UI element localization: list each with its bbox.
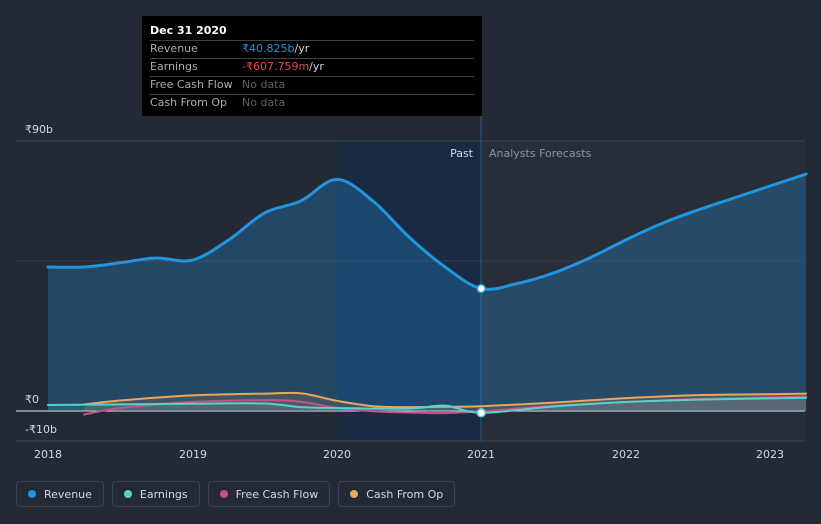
tooltip-unit: /yr xyxy=(309,60,324,73)
tooltip-value: No data xyxy=(242,96,286,109)
forecast-label: Analysts Forecasts xyxy=(489,147,592,160)
tooltip-label: Free Cash Flow xyxy=(150,78,233,91)
hover-tooltip: Dec 31 2020 Revenue ₹40.825b /yr Earning… xyxy=(142,16,482,116)
tooltip-row-earnings: Earnings -₹607.759m /yr xyxy=(150,58,474,76)
legend-label: Cash From Op xyxy=(366,487,444,501)
y-tick-label-top: ₹90b xyxy=(25,123,53,136)
earnings-line xyxy=(47,396,808,414)
tooltip-value: -₹607.759m xyxy=(242,60,310,73)
past-label: Past xyxy=(450,147,474,160)
x-tick-label-2023: 2023 xyxy=(756,448,784,461)
revenue-line xyxy=(46,172,808,291)
tooltip-label: Cash From Op xyxy=(150,96,228,109)
tooltip-value: ₹40.825b xyxy=(242,42,295,55)
legend-item-earnings[interactable]: Earnings xyxy=(111,481,200,507)
x-tick-label-2018: 2018 xyxy=(34,448,62,461)
hover-points xyxy=(476,283,486,418)
y-tick-label-bottom: -₹10b xyxy=(25,423,57,436)
x-tick-label-2021: 2021 xyxy=(467,448,495,461)
x-tick-label-2019: 2019 xyxy=(179,448,207,461)
tooltip-date: Dec 31 2020 xyxy=(150,24,227,37)
x-tick-label-2022: 2022 xyxy=(612,448,640,461)
earnings-dot-icon xyxy=(123,490,132,498)
tooltip-row-free-cash-flow: Free Cash Flow No data xyxy=(150,76,474,94)
revenue-dot-icon xyxy=(28,490,36,498)
legend-label: Earnings xyxy=(139,487,188,501)
tooltip-unit: /yr xyxy=(294,42,310,55)
tooltip-value: No data xyxy=(242,78,286,91)
legend-item-cash-from-op[interactable]: Cash From Op xyxy=(338,481,456,507)
legend-item-revenue[interactable]: Revenue xyxy=(16,481,104,507)
legend-label: Revenue xyxy=(44,487,92,501)
legend: Revenue Earnings Free Cash Flow Cash Fro… xyxy=(16,481,456,507)
tooltip-label: Earnings xyxy=(150,60,198,73)
cash-from-op-line xyxy=(83,391,808,409)
earnings-area xyxy=(48,397,807,413)
y-tick-label-zero: ₹0 xyxy=(25,393,39,406)
tooltip-label: Revenue xyxy=(150,42,198,55)
legend-label: Free Cash Flow xyxy=(235,487,319,501)
x-tick-label-2020: 2020 xyxy=(323,448,351,461)
revenue-hover-point xyxy=(476,283,486,294)
series-lines xyxy=(46,172,808,416)
legend-item-free-cash-flow[interactable]: Free Cash Flow xyxy=(207,481,331,507)
tooltip-row-revenue: Revenue ₹40.825b /yr xyxy=(150,40,474,58)
cash-from-op-dot-icon xyxy=(350,490,359,498)
cash-from-op-area xyxy=(84,392,807,411)
free-cash-flow-dot-icon xyxy=(219,490,228,498)
earnings-hover-point xyxy=(476,408,486,418)
revenue-area xyxy=(48,174,807,411)
tooltip-row-cash-from-op: Cash From Op No data xyxy=(150,94,474,112)
